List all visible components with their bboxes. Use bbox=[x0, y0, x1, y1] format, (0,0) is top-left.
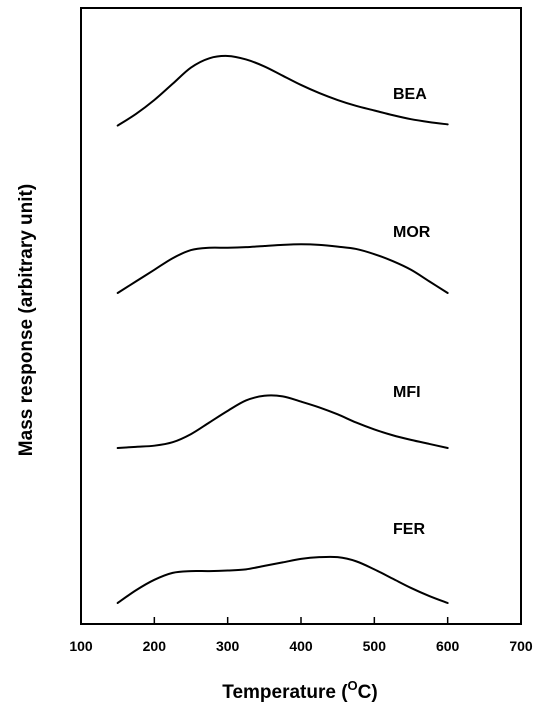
y-axis-title: Mass response (arbitrary unit) bbox=[16, 184, 37, 456]
series-label-bea: BEA bbox=[393, 86, 427, 103]
x-axis-title: Temperature (OC) bbox=[222, 678, 377, 703]
x-tick-label: 100 bbox=[69, 638, 93, 654]
series-label-fer: FER bbox=[393, 521, 425, 538]
x-tick-label: 700 bbox=[509, 638, 533, 654]
x-tick-label: 200 bbox=[143, 638, 167, 654]
x-tick-label: 300 bbox=[216, 638, 240, 654]
series-line-mor bbox=[116, 243, 449, 294]
x-axis-ticks: 100 200 300 400 500 600 700 bbox=[69, 617, 533, 654]
series-line-fer bbox=[116, 555, 449, 604]
series-line-bea bbox=[116, 54, 449, 127]
series-label-mfi: MFI bbox=[393, 384, 421, 401]
x-tick-label: 400 bbox=[289, 638, 313, 654]
plot-frame bbox=[80, 7, 522, 625]
series-labels: BEA MOR MFI FER bbox=[393, 86, 431, 538]
series-curves bbox=[116, 54, 449, 604]
x-tick-label: 500 bbox=[363, 638, 387, 654]
series-label-mor: MOR bbox=[393, 224, 431, 241]
series-line-mfi bbox=[116, 394, 449, 449]
x-tick-label: 600 bbox=[436, 638, 460, 654]
